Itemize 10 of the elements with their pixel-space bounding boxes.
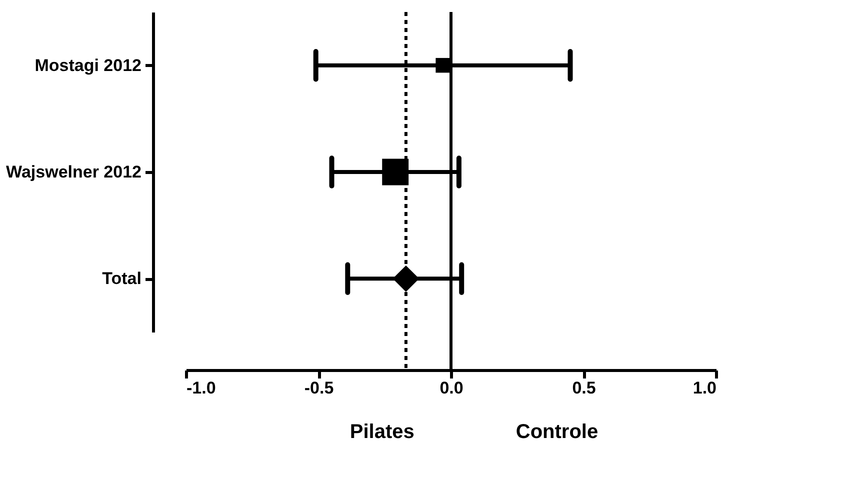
x-tick-label: 0.0 [440,378,464,398]
x-tick-label: 1.0 [692,378,716,398]
y-tick-label: Wajswelner 2012 [6,162,142,182]
y-tick-label: Mostagi 2012 [34,56,142,75]
x-tick-label: 0.5 [572,378,596,398]
text: Controle [516,421,598,443]
text: Pilates [350,421,414,443]
x-tick-label: -1.0 [186,378,216,398]
x-tick-label: -0.5 [304,378,334,398]
y-tick-label: Total [102,269,142,288]
